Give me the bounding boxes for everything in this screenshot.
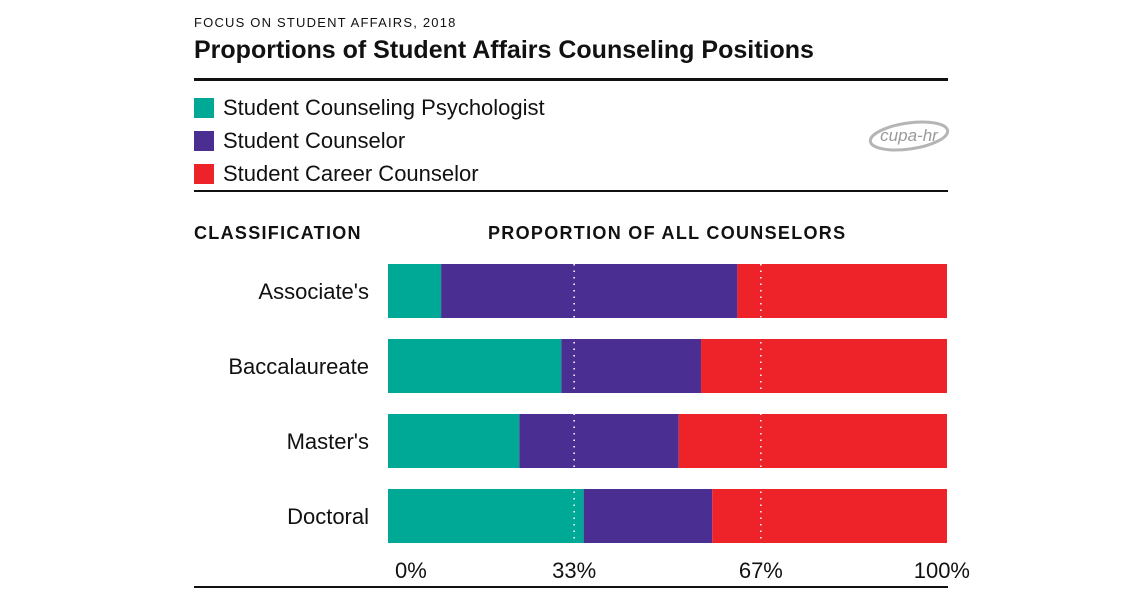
legend-swatch-psychologist bbox=[194, 97, 214, 118]
proportion-header: PROPORTION OF ALL COUNSELORS bbox=[488, 223, 847, 243]
legend: Student Counseling Psychologist Student … bbox=[194, 91, 545, 190]
bar-segment-counselor bbox=[561, 339, 702, 393]
legend-item-career: Student Career Counselor bbox=[194, 157, 545, 190]
legend-item-psychologist: Student Counseling Psychologist bbox=[194, 91, 545, 124]
bar-segment-career bbox=[678, 414, 947, 468]
bar-segment-psychologist bbox=[388, 264, 442, 318]
classification-header: CLASSIFICATION bbox=[194, 223, 362, 243]
legend-label-career: Student Career Counselor bbox=[223, 160, 479, 186]
logo-text: cupa-hr bbox=[880, 126, 939, 145]
category-label: Baccalaureate bbox=[228, 354, 369, 379]
category-label: Master's bbox=[287, 429, 369, 454]
category-label: Doctoral bbox=[287, 504, 369, 529]
legend-item-counselor: Student Counselor bbox=[194, 124, 545, 157]
legend-rule bbox=[194, 190, 948, 192]
bar-segment-counselor bbox=[583, 489, 713, 543]
bar-segment-counselor bbox=[441, 264, 738, 318]
x-tick-label: 67% bbox=[739, 558, 783, 583]
bar-segment-career bbox=[701, 339, 947, 393]
x-tick-label: 0% bbox=[395, 558, 427, 583]
legend-label-counselor: Student Counselor bbox=[223, 127, 406, 153]
x-tick-label: 100% bbox=[914, 558, 970, 583]
legend-swatch-career bbox=[194, 163, 214, 184]
category-label: Associate's bbox=[258, 279, 369, 304]
bar-segment-psychologist bbox=[388, 489, 584, 543]
legend-label-psychologist: Student Counseling Psychologist bbox=[223, 94, 545, 120]
x-tick-label: 33% bbox=[552, 558, 596, 583]
bar-segment-counselor bbox=[519, 414, 679, 468]
chart-kicker: FOCUS ON STUDENT AFFAIRS, 2018 bbox=[194, 15, 457, 30]
bar-segment-career bbox=[737, 264, 947, 318]
legend-swatch-counselor bbox=[194, 130, 214, 151]
chart-title: Proportions of Student Affairs Counselin… bbox=[194, 36, 814, 64]
bar-segment-career bbox=[712, 489, 947, 543]
bottom-rule bbox=[194, 586, 948, 588]
title-rule bbox=[194, 78, 948, 81]
bar-segment-psychologist bbox=[388, 414, 520, 468]
bar-segment-psychologist bbox=[388, 339, 562, 393]
cupa-hr-logo: cupa-hr bbox=[868, 118, 950, 159]
